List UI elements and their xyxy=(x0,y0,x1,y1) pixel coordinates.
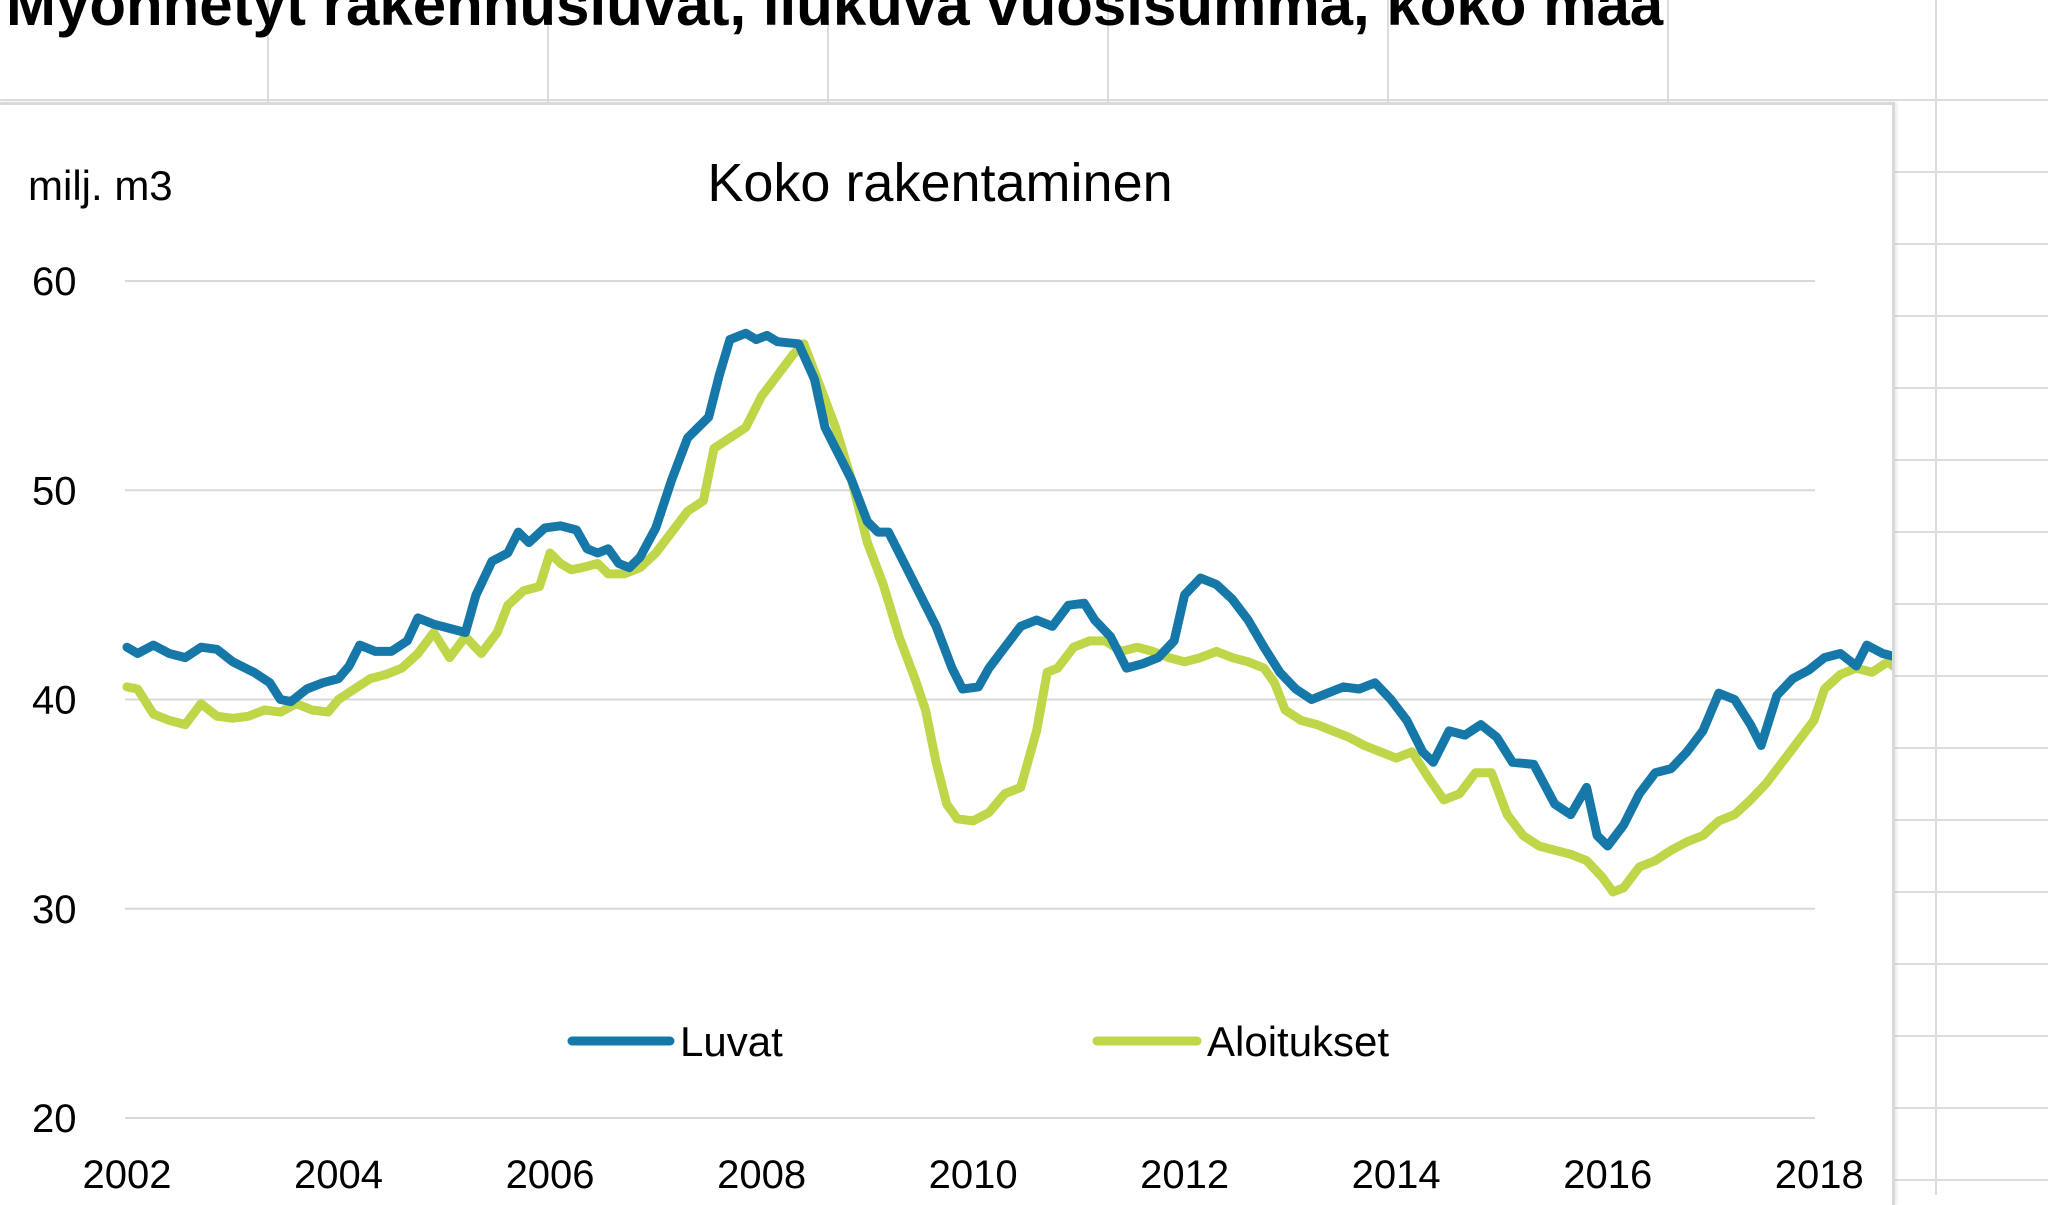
y-axis-unit-label: milj. m3 xyxy=(28,162,173,209)
x-tick-label: 2010 xyxy=(929,1153,1018,1197)
y-tick-label: 40 xyxy=(32,679,77,723)
chart-title: Koko rakentaminen xyxy=(707,153,1172,213)
series-line-luvat[interactable] xyxy=(122,328,1892,851)
line-chart: 20 30 40 50 60 2002 2004 2006 2008 2010 2012 2014 20… xyxy=(28,153,1892,1197)
x-tick-label: 2012 xyxy=(1140,1153,1229,1197)
y-tick-label: 50 xyxy=(32,469,77,513)
y-tick-label: 30 xyxy=(32,888,77,932)
x-tick-label: 2002 xyxy=(83,1153,172,1197)
x-tick-label: 2014 xyxy=(1352,1153,1441,1197)
x-tick-label: 2016 xyxy=(1563,1153,1652,1197)
x-tick-label: 2018 xyxy=(1775,1153,1864,1197)
legend-label-luvat: Luvat xyxy=(680,1018,783,1065)
legend-label-aloitukset: Aloitukset xyxy=(1207,1018,1389,1065)
x-tick-label: 2008 xyxy=(717,1153,806,1197)
y-tick-label: 60 xyxy=(32,260,77,304)
y-tick-label: 20 xyxy=(32,1097,77,1141)
x-tick-label: 2004 xyxy=(294,1153,383,1197)
sheet-title: Myönnetyt rakennusluvat, liukuva vuosisu… xyxy=(6,0,1664,38)
series-line-aloitukset[interactable] xyxy=(122,339,1892,897)
chart-area[interactable]: 20 30 40 50 60 2002 2004 2006 2008 2010 2012 2014 20… xyxy=(0,102,1895,1205)
x-tick-label: 2006 xyxy=(506,1153,595,1197)
